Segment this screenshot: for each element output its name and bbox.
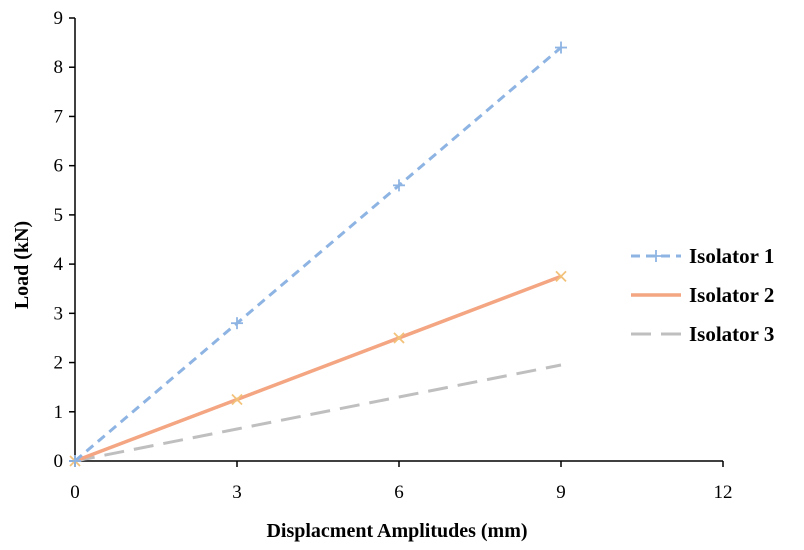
legend-label: Isolator 3 xyxy=(689,322,774,346)
series-isolator-3 xyxy=(75,365,561,461)
series-isolator-2 xyxy=(70,271,566,466)
legend-item: Isolator 3 xyxy=(631,322,774,346)
series-line xyxy=(75,276,561,461)
x-tick-label: 12 xyxy=(714,482,733,503)
legend-label: Isolator 1 xyxy=(689,244,774,268)
plus-marker xyxy=(650,250,662,262)
series-line xyxy=(75,48,561,461)
y-tick-label: 8 xyxy=(54,57,64,78)
y-tick-label: 4 xyxy=(54,254,64,275)
y-tick-label: 5 xyxy=(54,205,64,226)
x-tick-label: 9 xyxy=(556,482,566,503)
y-tick-label: 3 xyxy=(54,303,64,324)
x-tick-label: 6 xyxy=(394,482,404,503)
y-tick-label: 2 xyxy=(54,353,64,374)
plus-marker xyxy=(393,179,405,191)
series-line xyxy=(75,365,561,461)
series-isolator-1 xyxy=(69,42,567,467)
y-tick-label: 1 xyxy=(54,402,64,423)
y-axis-title: Load (kN) xyxy=(11,221,33,309)
y-tick-label: 7 xyxy=(54,106,64,127)
x-tick-label: 3 xyxy=(232,482,242,503)
y-tick-label: 6 xyxy=(54,156,64,177)
y-tick-label: 9 xyxy=(54,8,64,29)
x-axis-title: Displacment Amplitudes (mm) xyxy=(266,520,527,542)
legend-label: Isolator 2 xyxy=(689,283,774,307)
y-tick-label: 0 xyxy=(54,451,64,472)
legend-item: Isolator 2 xyxy=(631,283,774,307)
legend: Isolator 1 Isolator 2 Isolator 3 xyxy=(631,244,774,346)
x-tick-label: 0 xyxy=(70,482,80,503)
series-layer xyxy=(69,42,567,467)
legend-item: Isolator 1 xyxy=(631,244,774,268)
